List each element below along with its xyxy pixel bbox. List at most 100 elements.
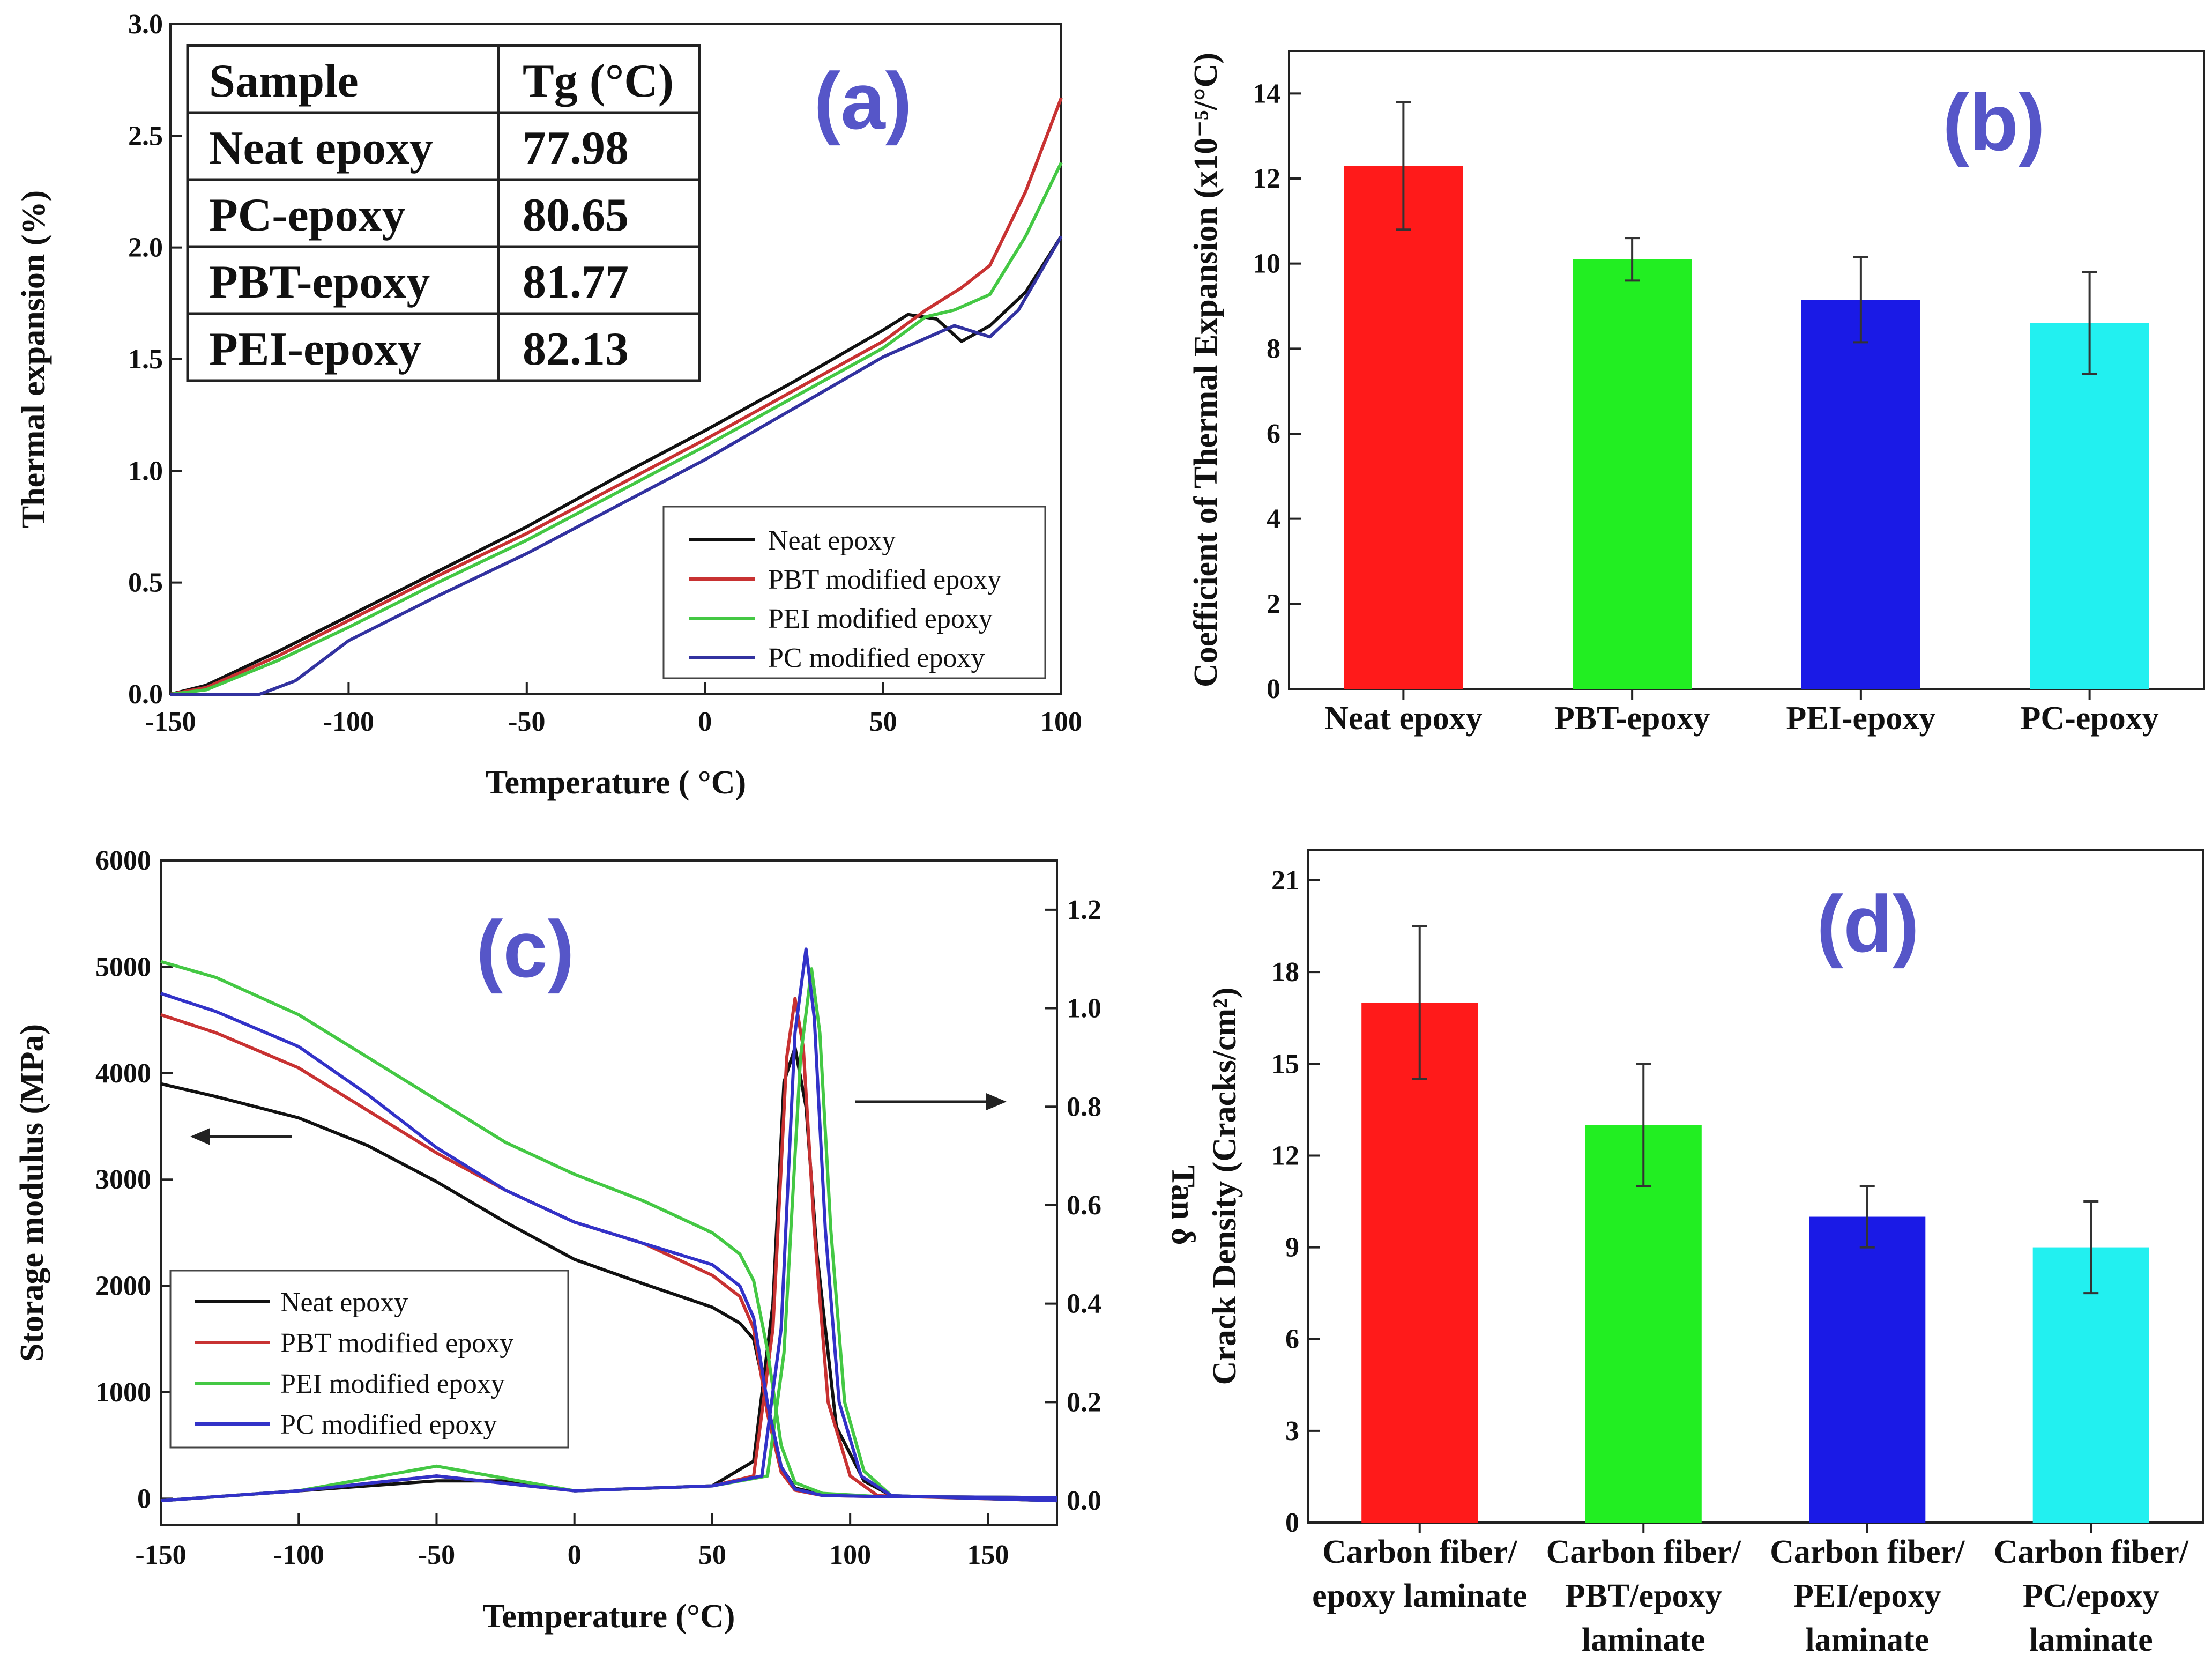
bar bbox=[1344, 166, 1463, 689]
y-tick-label: 3000 bbox=[95, 1164, 151, 1195]
category-label: epoxy laminate bbox=[1312, 1578, 1527, 1614]
panel-a: 0.0 0.5 1.0 1.5 2.0 2.5 3.0 -150 -100 -50 0 50 100 Te… bbox=[16, 9, 1082, 801]
tg-table-value: 82.13 bbox=[523, 323, 629, 375]
panel-b: 0 2 4 6 8 10 12 14 Neat epoxy PBT-epoxy PEI-epoxy P… bbox=[1188, 50, 2205, 737]
panel-c: 01000200030004000500060000.00.20.40.60.8… bbox=[14, 845, 1201, 1635]
y-tick-label: 1.5 bbox=[128, 344, 163, 375]
category-label: Neat epoxy bbox=[1324, 700, 1482, 737]
x-tick-label: -50 bbox=[508, 707, 545, 737]
tan-delta-line bbox=[160, 947, 1057, 1503]
bar bbox=[1573, 259, 1692, 689]
y-tick-label: 4000 bbox=[95, 1058, 151, 1089]
y-tick-label: 4 bbox=[1267, 504, 1280, 535]
x-tick-label: 50 bbox=[698, 1540, 726, 1570]
category-label: PEI/epoxy bbox=[1793, 1578, 1941, 1614]
x-axis-label: Temperature ( °C) bbox=[486, 765, 746, 801]
x-tick-label: 150 bbox=[967, 1540, 1009, 1570]
bar bbox=[1801, 300, 1920, 689]
panel-d: 0 3 6 9 12 15 18 21 Carbon fiber/epoxy laminate C… bbox=[1206, 849, 2204, 1658]
y-tick-label: 6000 bbox=[95, 845, 151, 876]
legend-label: Neat epoxy bbox=[280, 1287, 408, 1318]
y-tick-label: 15 bbox=[1271, 1049, 1299, 1079]
x-tick-label: -50 bbox=[418, 1540, 455, 1570]
bar bbox=[1809, 1216, 1926, 1523]
tg-table-sample: PEI-epoxy bbox=[209, 323, 421, 375]
legend-label: Neat epoxy bbox=[768, 525, 896, 556]
category-label: Carbon fiber/ bbox=[1546, 1534, 1741, 1570]
modulus-line bbox=[160, 960, 1057, 1500]
tg-table-sample: PC-epoxy bbox=[209, 189, 406, 241]
tg-table-sample: PBT-epoxy bbox=[209, 256, 430, 308]
bar bbox=[1585, 1125, 1702, 1523]
tg-table-value: 80.65 bbox=[523, 189, 629, 241]
y-tick-label: 3 bbox=[1285, 1416, 1299, 1446]
y2-tick-label: 1.2 bbox=[1067, 895, 1101, 925]
y-tick-label: 10 bbox=[1253, 249, 1280, 279]
legend-label: PBT modified epoxy bbox=[768, 565, 1001, 595]
y2-tick-label: 0.8 bbox=[1067, 1092, 1101, 1122]
y-tick-label: 2 bbox=[1267, 589, 1280, 619]
y-tick-label: 5000 bbox=[95, 952, 151, 982]
y-tick-label: 0 bbox=[1267, 674, 1280, 704]
y-tick-label: 1000 bbox=[95, 1377, 151, 1408]
y2-tick-label: 0.2 bbox=[1067, 1387, 1101, 1417]
right-arrow-head bbox=[986, 1093, 1007, 1110]
panel-d-label: (d) bbox=[1816, 879, 1919, 969]
y-tick-label: 6 bbox=[1285, 1324, 1299, 1355]
y-tick-label: 12 bbox=[1271, 1140, 1299, 1171]
category-label: PC/epoxy bbox=[2023, 1578, 2159, 1614]
tg-table-value: 77.98 bbox=[523, 122, 629, 174]
y-axis-label: Storage modulus (MPa) bbox=[14, 1024, 50, 1362]
category-label: PBT/epoxy bbox=[1565, 1578, 1722, 1614]
legend-label: PEI modified epoxy bbox=[768, 604, 993, 634]
y-tick-label: 0.5 bbox=[128, 568, 163, 598]
panel-b-frame bbox=[1288, 50, 2205, 690]
y-tick-label: 0 bbox=[1285, 1508, 1299, 1538]
panel-c-label: (c) bbox=[476, 904, 574, 994]
category-label: Carbon fiber/ bbox=[1322, 1534, 1517, 1570]
y-tick-label: 1.0 bbox=[128, 456, 163, 486]
x-tick-label: -150 bbox=[145, 707, 196, 737]
y-tick-label: 3.0 bbox=[128, 9, 163, 40]
legend-label: PBT modified epoxy bbox=[280, 1328, 513, 1359]
tg-table-value: 81.77 bbox=[523, 256, 629, 308]
tg-table-sample: Neat epoxy bbox=[209, 122, 433, 174]
y-axis-label: Crack Density (Cracks/cm²) bbox=[1206, 988, 1243, 1385]
y-axis-label: Coefficient of Thermal Expansion (x10⁻⁵/… bbox=[1188, 53, 1224, 687]
y-tick-label: 21 bbox=[1271, 865, 1299, 896]
category-label: Carbon fiber/ bbox=[1994, 1534, 2189, 1570]
panel-d-frame bbox=[1307, 849, 2204, 1524]
x-tick-label: -100 bbox=[323, 707, 374, 737]
panel-c-frame bbox=[160, 859, 1058, 1526]
y2-axis-label: Tan δ bbox=[1165, 1166, 1201, 1245]
y-tick-label: 18 bbox=[1271, 957, 1299, 988]
y-tick-label: 0 bbox=[137, 1483, 151, 1514]
tg-table bbox=[186, 44, 701, 382]
x-tick-label: -100 bbox=[273, 1540, 324, 1570]
x-tick-label: 100 bbox=[1040, 707, 1082, 737]
legend-box bbox=[662, 506, 1046, 679]
y-tick-label: 8 bbox=[1267, 333, 1280, 364]
panel-b-label: (b) bbox=[1942, 77, 2045, 167]
legend-label: PC modified epoxy bbox=[280, 1409, 497, 1440]
series-line bbox=[170, 235, 1063, 696]
bar bbox=[2030, 323, 2149, 689]
x-axis-label: Temperature (°C) bbox=[483, 1598, 735, 1635]
y-tick-label: 2000 bbox=[95, 1271, 151, 1302]
category-label: laminate bbox=[1582, 1622, 1705, 1658]
category-label: laminate bbox=[1805, 1622, 1929, 1658]
y-tick-label: 2.5 bbox=[128, 121, 163, 151]
y-tick-label: 9 bbox=[1285, 1233, 1299, 1263]
modulus-line bbox=[160, 992, 1057, 1500]
panel-a-label: (a) bbox=[814, 56, 912, 146]
category-label: PEI-epoxy bbox=[1786, 700, 1935, 737]
tan-delta-line bbox=[160, 967, 1057, 1503]
tg-table-sample: Sample bbox=[209, 55, 359, 107]
y-tick-label: 0.0 bbox=[128, 679, 163, 710]
x-tick-label: 0 bbox=[568, 1540, 582, 1570]
series-line bbox=[170, 97, 1063, 696]
y2-tick-label: 0.6 bbox=[1067, 1190, 1101, 1221]
y-tick-label: 6 bbox=[1267, 419, 1280, 449]
y-tick-label: 14 bbox=[1253, 78, 1280, 109]
